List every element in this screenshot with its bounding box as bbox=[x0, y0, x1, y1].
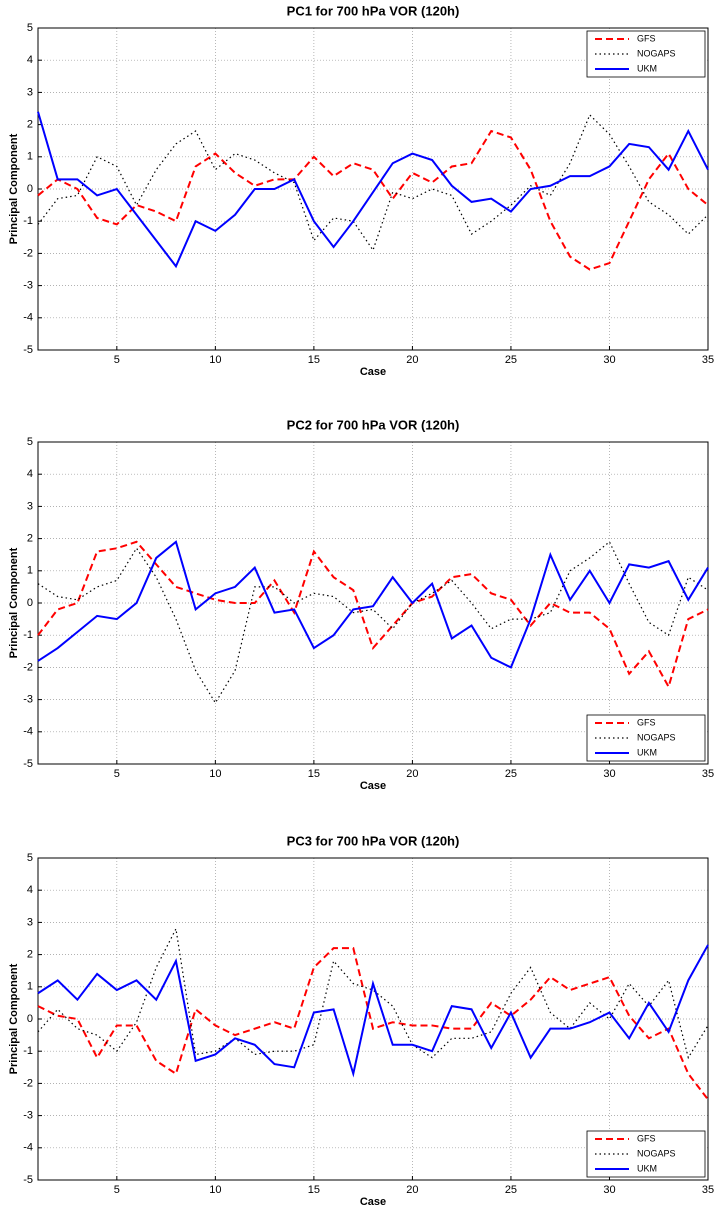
x-tick-label: 5 bbox=[114, 768, 120, 780]
legend-label: GFS bbox=[637, 717, 656, 727]
x-tick-label: 30 bbox=[603, 768, 615, 780]
x-tick-label: 20 bbox=[406, 1184, 418, 1196]
y-tick-label: 3 bbox=[27, 916, 33, 928]
y-tick-label: -2 bbox=[23, 247, 33, 259]
x-tick-label: 20 bbox=[406, 768, 418, 780]
x-tick-label: 15 bbox=[308, 1184, 320, 1196]
y-tick-label: -3 bbox=[23, 1110, 33, 1122]
y-tick-label: -4 bbox=[23, 1142, 33, 1154]
y-tick-label: -4 bbox=[23, 312, 33, 324]
y-tick-label: -4 bbox=[23, 726, 33, 738]
y-tick-label: 0 bbox=[27, 1013, 33, 1025]
legend: GFS NOGAPS UKM bbox=[586, 30, 706, 78]
series-line bbox=[37, 540, 709, 690]
x-tick-label: 30 bbox=[603, 1184, 615, 1196]
series-line bbox=[37, 540, 709, 704]
y-tick-label: -5 bbox=[23, 758, 33, 770]
series-line bbox=[37, 129, 709, 271]
legend: GFS NOGAPS UKM bbox=[586, 714, 706, 762]
y-tick-label: 2 bbox=[27, 949, 33, 961]
chart-title: PC2 for 700 hPa VOR (120h) bbox=[287, 417, 460, 432]
y-tick-label: 3 bbox=[27, 500, 33, 512]
y-axis-label: Principal Component bbox=[8, 963, 20, 1074]
x-tick-label: 25 bbox=[505, 1184, 517, 1196]
x-tick-label: 10 bbox=[209, 1184, 221, 1196]
chart-title: PC1 for 700 hPa VOR (120h) bbox=[287, 3, 460, 18]
x-tick-label: 5 bbox=[114, 354, 120, 366]
x-tick-label: 15 bbox=[308, 768, 320, 780]
series-line bbox=[37, 111, 709, 269]
y-tick-label: 5 bbox=[27, 22, 33, 34]
y-tick-label: 3 bbox=[27, 86, 33, 98]
chart-title: PC3 for 700 hPa VOR (120h) bbox=[287, 833, 460, 848]
legend-label: UKM bbox=[637, 63, 657, 73]
x-tick-label: 35 bbox=[702, 768, 714, 780]
y-tick-label: -1 bbox=[23, 629, 33, 641]
legend-label: UKM bbox=[637, 747, 657, 757]
y-tick-label: 0 bbox=[27, 597, 33, 609]
plot-frame bbox=[37, 27, 709, 351]
legend-label: NOGAPS bbox=[637, 732, 676, 742]
y-tick-label: 5 bbox=[27, 852, 33, 864]
plot-frame bbox=[37, 857, 709, 1181]
y-axis-label: Principal Component bbox=[8, 133, 20, 244]
legend: GFS NOGAPS UKM bbox=[586, 1130, 706, 1178]
x-tick-label: 35 bbox=[702, 354, 714, 366]
y-tick-label: 4 bbox=[27, 468, 33, 480]
x-tick-label: 15 bbox=[308, 354, 320, 366]
y-tick-label: 4 bbox=[27, 54, 33, 66]
y-tick-label: 1 bbox=[27, 981, 33, 993]
x-tick-label: 30 bbox=[603, 354, 615, 366]
y-tick-label: 0 bbox=[27, 183, 33, 195]
y-tick-label: 1 bbox=[27, 151, 33, 163]
x-axis-label: Case bbox=[360, 366, 386, 378]
series-line bbox=[37, 947, 709, 1101]
legend-label: GFS bbox=[637, 33, 656, 43]
y-tick-label: -5 bbox=[23, 1174, 33, 1186]
legend-label: NOGAPS bbox=[637, 48, 676, 58]
y-tick-label: -2 bbox=[23, 1077, 33, 1089]
x-tick-label: 35 bbox=[702, 1184, 714, 1196]
y-tick-label: 2 bbox=[27, 533, 33, 545]
legend-label: UKM bbox=[637, 1163, 657, 1173]
series-line bbox=[37, 540, 709, 669]
y-tick-label: 1 bbox=[27, 565, 33, 577]
y-tick-label: -3 bbox=[23, 280, 33, 292]
x-axis-label: Case bbox=[360, 1196, 386, 1208]
plot-frame bbox=[37, 441, 709, 765]
x-tick-label: 10 bbox=[209, 354, 221, 366]
y-axis-label: Principal Component bbox=[8, 547, 20, 658]
x-tick-label: 5 bbox=[114, 1184, 120, 1196]
y-tick-label: 4 bbox=[27, 884, 33, 896]
x-tick-label: 25 bbox=[505, 768, 517, 780]
y-tick-label: -3 bbox=[23, 694, 33, 706]
x-tick-label: 10 bbox=[209, 768, 221, 780]
x-axis-label: Case bbox=[360, 780, 386, 792]
y-tick-label: 2 bbox=[27, 119, 33, 131]
y-tick-label: -2 bbox=[23, 661, 33, 673]
y-tick-label: -1 bbox=[23, 1045, 33, 1057]
y-tick-label: -5 bbox=[23, 344, 33, 356]
y-tick-label: 5 bbox=[27, 436, 33, 448]
x-tick-label: 20 bbox=[406, 354, 418, 366]
legend-label: GFS bbox=[637, 1133, 656, 1143]
x-tick-label: 25 bbox=[505, 354, 517, 366]
y-tick-label: -1 bbox=[23, 215, 33, 227]
series-line bbox=[37, 944, 709, 1078]
legend-label: NOGAPS bbox=[637, 1148, 676, 1158]
